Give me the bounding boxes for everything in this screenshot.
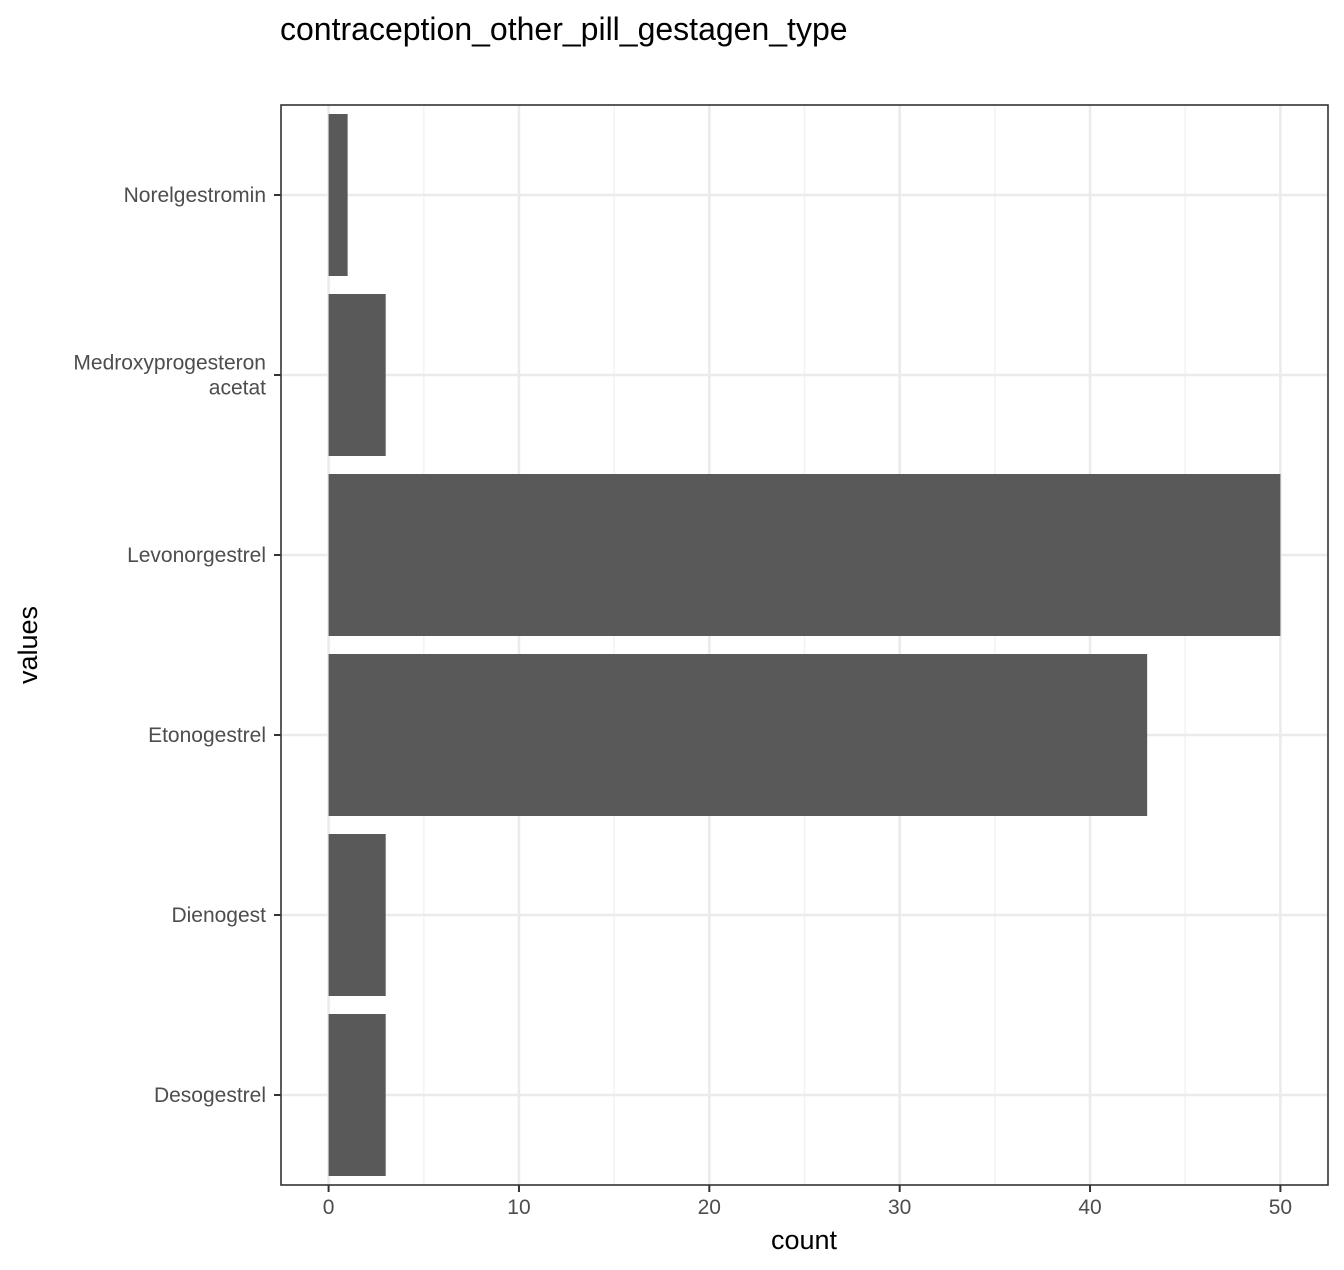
y-tick-label-line: Medroxyprogesteron xyxy=(73,352,266,375)
y-tick-label-line: Etonogestrel xyxy=(148,724,266,747)
x-tick-label: 0 xyxy=(323,1196,335,1219)
minor-grid xyxy=(423,105,1186,1185)
x-tick-label: 30 xyxy=(888,1196,911,1219)
y-tick-label: Medroxyprogesteron acetat xyxy=(73,352,266,400)
y-axis-title: values xyxy=(13,606,43,684)
y-tick-label: Desogestrel xyxy=(154,1084,266,1107)
chart-title: contraception_other_pill_gestagen_type xyxy=(280,11,848,47)
x-tick-label: 50 xyxy=(1269,1196,1292,1219)
bar xyxy=(328,294,386,456)
x-tick-label: 10 xyxy=(507,1196,530,1219)
bar xyxy=(328,114,348,276)
bar xyxy=(328,654,1148,816)
bar xyxy=(328,474,1281,636)
y-tick-label: Dienogest xyxy=(171,904,266,927)
bars xyxy=(328,114,1281,1176)
bar xyxy=(328,834,386,996)
x-tick-label: 40 xyxy=(1078,1196,1101,1219)
panel-border xyxy=(280,104,1329,1186)
x-axis: 0 10 20 30 40 50 xyxy=(323,1185,1292,1219)
y-tick-label-line: acetat xyxy=(209,377,266,400)
y-tick-label-line: Desogestrel xyxy=(154,1084,266,1107)
y-tick-label: Etonogestrel xyxy=(148,724,266,747)
y-tick-label-line: Dienogest xyxy=(171,904,266,927)
y-axis: Norelgestromin Medroxyprogesteron acetat Le… xyxy=(73,184,281,1107)
x-tick-label: 20 xyxy=(698,1196,721,1219)
x-axis-title: count xyxy=(771,1225,838,1255)
y-tick-label: Levonorgestrel xyxy=(127,544,266,567)
bar xyxy=(328,1014,386,1176)
y-tick-label-line: Norelgestromin xyxy=(124,184,266,207)
y-tick-label-line: Levonorgestrel xyxy=(127,544,266,567)
y-tick-label: Norelgestromin xyxy=(124,184,266,207)
